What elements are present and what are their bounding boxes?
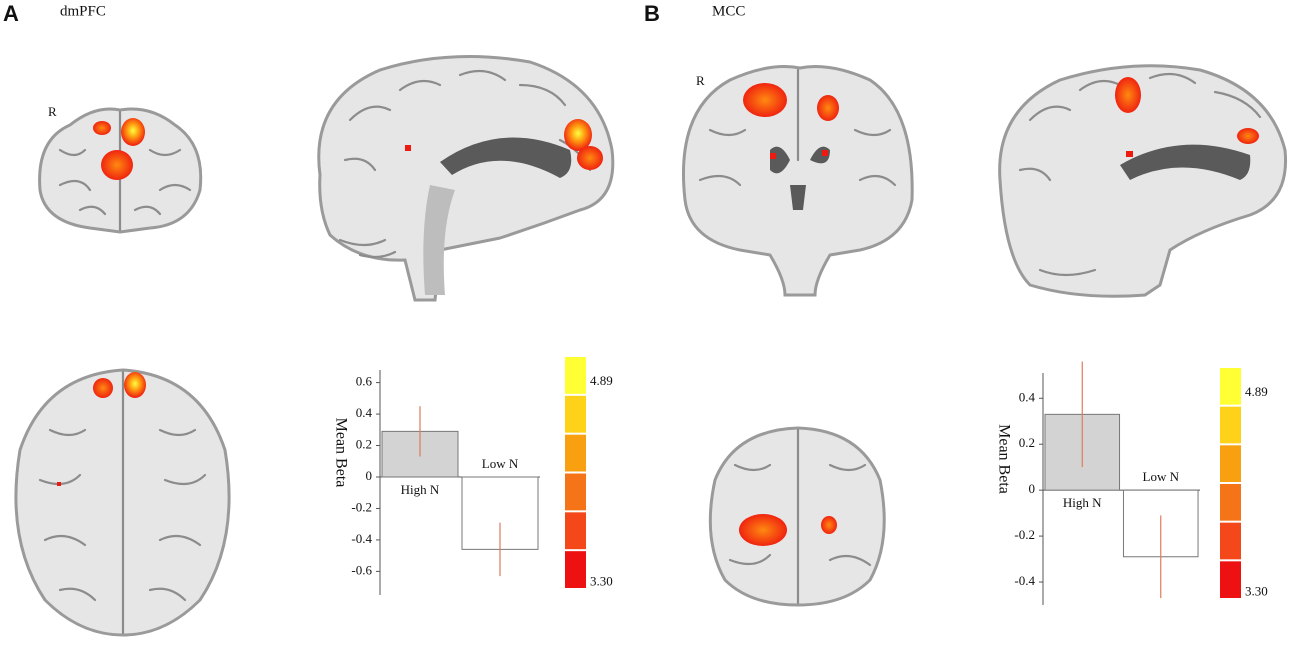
y-axis-label: Mean Beta: [995, 424, 1012, 494]
colorbar-label: 3.30: [1245, 583, 1268, 598]
y-tick-label: 0.6: [356, 374, 373, 389]
colorbar-segment: [1220, 561, 1241, 598]
region-label: MCC: [712, 3, 745, 19]
brain-coronal: [38, 107, 203, 234]
x-tick-label: Low N: [1143, 469, 1180, 484]
colorbar-segment: [565, 512, 586, 550]
colorbar-segment: [1220, 406, 1241, 444]
colorbar-segment: [1220, 368, 1241, 405]
brain-coronal: [681, 65, 914, 297]
x-tick-label: High N: [401, 482, 440, 497]
orientation-label: R: [696, 73, 705, 88]
colorbar-label: 3.30: [590, 573, 613, 588]
colorbar-segment: [1220, 522, 1241, 560]
panel-letter: A: [3, 1, 19, 26]
brain-axial: [708, 426, 886, 607]
region-label: dmPFC: [60, 3, 106, 19]
colorbar-label: 4.89: [1245, 384, 1268, 399]
y-tick-label: 0.2: [356, 437, 372, 452]
colorbar-label: 4.89: [590, 373, 613, 388]
colorbar-segment: [565, 434, 586, 472]
brain-sagittal: [317, 55, 615, 302]
colorbar-segment: [565, 395, 586, 433]
y-axis-label: Mean Beta: [332, 418, 349, 488]
brain-sagittal: [998, 64, 1288, 298]
colorbar-segment: [1220, 484, 1241, 521]
y-tick-label: 0: [366, 468, 373, 483]
x-tick-label: Low N: [482, 456, 519, 471]
brain-axial: [14, 368, 231, 637]
colorbar-segment: [1220, 445, 1241, 482]
y-tick-label: -0.2: [351, 499, 372, 514]
y-tick-label: 0.4: [1019, 389, 1036, 404]
y-tick-label: -0.4: [1014, 573, 1035, 588]
y-tick-label: 0.2: [1019, 435, 1035, 450]
y-tick-label: -0.2: [1014, 527, 1035, 542]
colorbar-segment: [565, 551, 586, 588]
y-tick-label: -0.4: [351, 531, 372, 546]
y-tick-label: 0.4: [356, 405, 373, 420]
colorbar-segment: [565, 357, 586, 394]
x-tick-label: High N: [1063, 495, 1102, 510]
panel-letter: B: [644, 1, 660, 26]
y-tick-label: -0.6: [351, 562, 372, 577]
y-tick-label: 0: [1029, 481, 1036, 496]
colorbar-segment: [565, 473, 586, 511]
orientation-label: R: [48, 104, 57, 119]
